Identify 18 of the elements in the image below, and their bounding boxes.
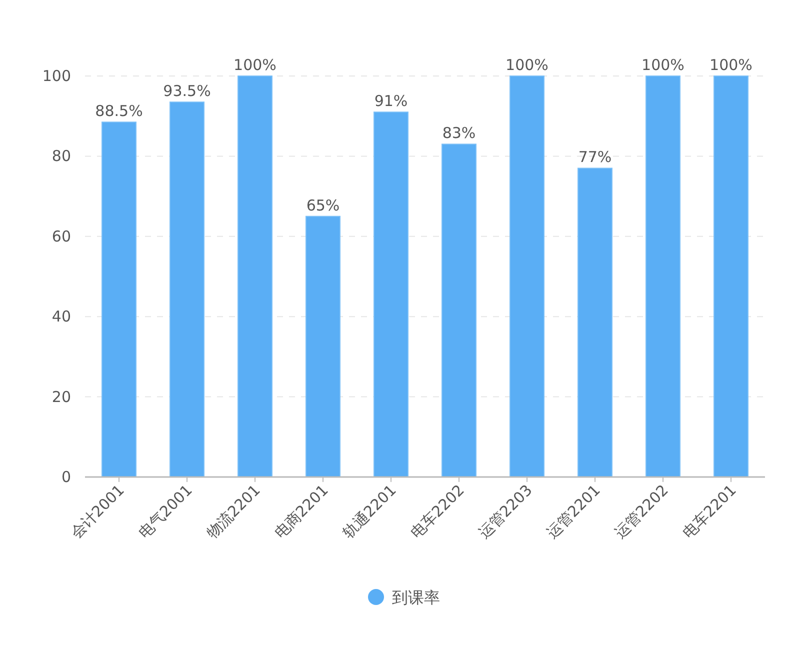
y-tick-label: 20 xyxy=(52,388,71,406)
data-label: 100% xyxy=(642,56,684,74)
data-label: 77% xyxy=(578,148,612,166)
data-label: 65% xyxy=(306,196,340,214)
legend-label: 到课率 xyxy=(392,588,440,607)
data-label: 100% xyxy=(234,56,276,74)
y-tick-label: 100 xyxy=(42,67,71,85)
y-tick-label: 40 xyxy=(52,308,71,326)
data-label: 83% xyxy=(442,124,476,142)
data-label: 100% xyxy=(506,56,548,74)
y-tick-label: 0 xyxy=(61,468,71,486)
data-label: 100% xyxy=(710,56,752,74)
data-label: 88.5% xyxy=(95,102,143,120)
data-label: 91% xyxy=(374,92,408,110)
y-tick-label: 80 xyxy=(52,147,71,166)
y-tick-label: 60 xyxy=(52,227,71,246)
data-label: 93.5% xyxy=(163,82,211,100)
legend: 到课率 xyxy=(368,588,440,607)
